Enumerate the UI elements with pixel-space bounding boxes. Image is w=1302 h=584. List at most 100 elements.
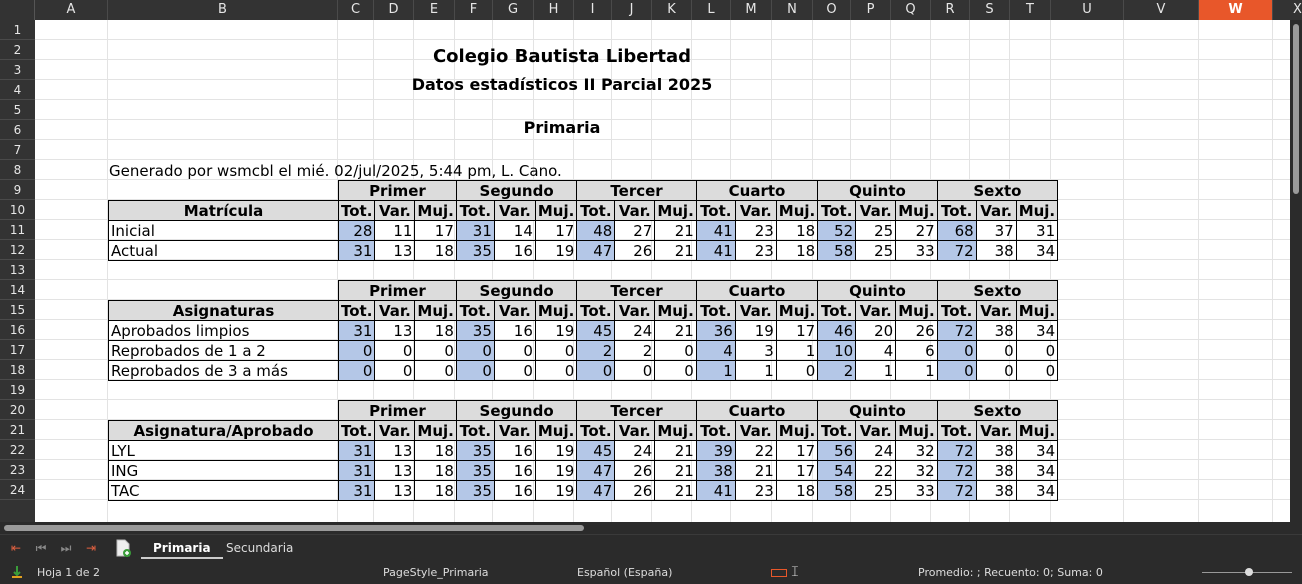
add-sheet-icon[interactable] (114, 539, 132, 557)
vertical-scroll-thumb[interactable] (1293, 24, 1299, 194)
female-cell[interactable]: 1 (895, 360, 938, 381)
female-cell[interactable]: 18 (775, 240, 819, 261)
column-header-j[interactable]: J (612, 0, 652, 20)
female-cell[interactable]: 34 (1015, 480, 1059, 501)
column-header-r[interactable]: R (931, 0, 970, 20)
total-cell[interactable]: 56 (817, 440, 857, 461)
male-cell[interactable]: 3 (734, 340, 777, 361)
selection-summary[interactable]: Promedio: ; Recuento: 0; Suma: 0 (918, 566, 1103, 579)
column-header-c[interactable]: C (338, 0, 374, 20)
column-header-k[interactable]: K (652, 0, 692, 20)
tab-secundaria[interactable]: Secundaria (226, 541, 294, 555)
sub-header[interactable]: Var. (734, 200, 777, 221)
sub-header[interactable]: Var. (975, 200, 1017, 221)
tab-primaria[interactable]: Primaria (141, 537, 223, 559)
row-label[interactable]: Actual (108, 240, 339, 261)
male-cell[interactable]: 38 (975, 460, 1017, 481)
sub-header[interactable]: Muj. (895, 200, 938, 221)
sub-header[interactable]: Tot. (936, 200, 977, 221)
sub-header[interactable]: Tot. (337, 200, 376, 221)
row-header-1[interactable]: 1 (0, 20, 35, 40)
sheet-subtitle[interactable]: Datos estadísticos II Parcial 2025 (411, 75, 713, 94)
female-cell[interactable]: 17 (775, 440, 819, 461)
total-cell[interactable]: 72 (936, 440, 977, 461)
total-cell[interactable]: 52 (817, 220, 857, 241)
block-label[interactable]: Asignaturas (108, 300, 339, 321)
total-cell[interactable]: 38 (695, 460, 736, 481)
row-label[interactable]: ING (108, 460, 339, 481)
male-cell[interactable]: 26 (614, 480, 656, 501)
male-cell[interactable]: 0 (614, 360, 656, 381)
sub-header[interactable]: Var. (855, 300, 897, 321)
male-cell[interactable]: 23 (734, 480, 777, 501)
row-header-10[interactable]: 10 (0, 200, 35, 220)
female-cell[interactable]: 0 (414, 360, 457, 381)
total-cell[interactable]: 72 (936, 480, 977, 501)
language-indicator[interactable]: Español (España) (577, 566, 673, 579)
sub-header[interactable]: Muj. (775, 300, 819, 321)
total-cell[interactable]: 35 (455, 320, 495, 341)
female-cell[interactable]: 0 (534, 340, 578, 361)
cell-grid[interactable]: Colegio Bautista Libertad Datos estadíst… (35, 20, 1290, 522)
row-header-14[interactable]: 14 (0, 280, 35, 300)
sub-header[interactable]: Muj. (534, 200, 578, 221)
column-header-g[interactable]: G (493, 0, 534, 20)
column-header-x[interactable]: X (1273, 0, 1302, 20)
row-header-5[interactable]: 5 (0, 100, 35, 120)
first-sheet-icon[interactable]: ⇤ (10, 541, 22, 555)
row-label[interactable]: LYL (108, 440, 339, 461)
grade-header[interactable]: Segundo (455, 280, 578, 301)
sub-header[interactable]: Muj. (1015, 300, 1059, 321)
female-cell[interactable]: 18 (414, 240, 457, 261)
male-cell[interactable]: 16 (493, 460, 536, 481)
female-cell[interactable]: 21 (654, 440, 697, 461)
total-cell[interactable]: 35 (455, 460, 495, 481)
female-cell[interactable]: 18 (414, 440, 457, 461)
total-cell[interactable]: 36 (695, 320, 736, 341)
total-cell[interactable]: 4 (695, 340, 736, 361)
female-cell[interactable]: 34 (1015, 460, 1059, 481)
sub-header[interactable]: Tot. (695, 420, 736, 441)
male-cell[interactable]: 11 (374, 220, 416, 241)
female-cell[interactable]: 17 (414, 220, 457, 241)
grade-header[interactable]: Sexto (936, 180, 1059, 201)
sub-header[interactable]: Tot. (936, 420, 977, 441)
column-header-n[interactable]: N (772, 0, 813, 20)
sub-header[interactable]: Var. (614, 200, 656, 221)
total-cell[interactable]: 35 (455, 440, 495, 461)
female-cell[interactable]: 21 (654, 460, 697, 481)
female-cell[interactable]: 0 (654, 360, 697, 381)
female-cell[interactable]: 18 (775, 220, 819, 241)
male-cell[interactable]: 13 (374, 240, 416, 261)
female-cell[interactable]: 26 (895, 320, 938, 341)
row-label[interactable]: Reprobados de 1 a 2 (108, 340, 339, 361)
row-header-16[interactable]: 16 (0, 320, 35, 340)
grade-header[interactable]: Tercer (576, 280, 697, 301)
row-header-2[interactable]: 2 (0, 40, 35, 60)
grade-header[interactable]: Primer (338, 280, 457, 301)
row-header-20[interactable]: 20 (0, 400, 35, 420)
total-cell[interactable]: 46 (817, 320, 857, 341)
total-cell[interactable]: 0 (576, 360, 616, 381)
column-header-v[interactable]: V (1124, 0, 1199, 20)
row-header-21[interactable]: 21 (0, 420, 35, 440)
male-cell[interactable]: 16 (493, 440, 536, 461)
male-cell[interactable]: 25 (855, 480, 897, 501)
row-header-15[interactable]: 15 (0, 300, 35, 320)
total-cell[interactable]: 1 (695, 360, 736, 381)
male-cell[interactable]: 19 (734, 320, 777, 341)
sub-header[interactable]: Muj. (414, 420, 457, 441)
male-cell[interactable]: 38 (975, 320, 1017, 341)
column-header-s[interactable]: S (970, 0, 1010, 20)
female-cell[interactable]: 0 (775, 360, 819, 381)
sub-header[interactable]: Var. (975, 300, 1017, 321)
female-cell[interactable]: 19 (534, 460, 578, 481)
row-header-8[interactable]: 8 (0, 160, 35, 180)
column-header-h[interactable]: H (534, 0, 574, 20)
sub-header[interactable]: Tot. (455, 420, 495, 441)
page-indicator[interactable]: Hoja 1 de 2 (37, 566, 101, 579)
total-cell[interactable]: 31 (337, 460, 376, 481)
sub-header[interactable]: Var. (374, 200, 416, 221)
row-header-7[interactable]: 7 (0, 140, 35, 160)
female-cell[interactable]: 33 (895, 240, 938, 261)
